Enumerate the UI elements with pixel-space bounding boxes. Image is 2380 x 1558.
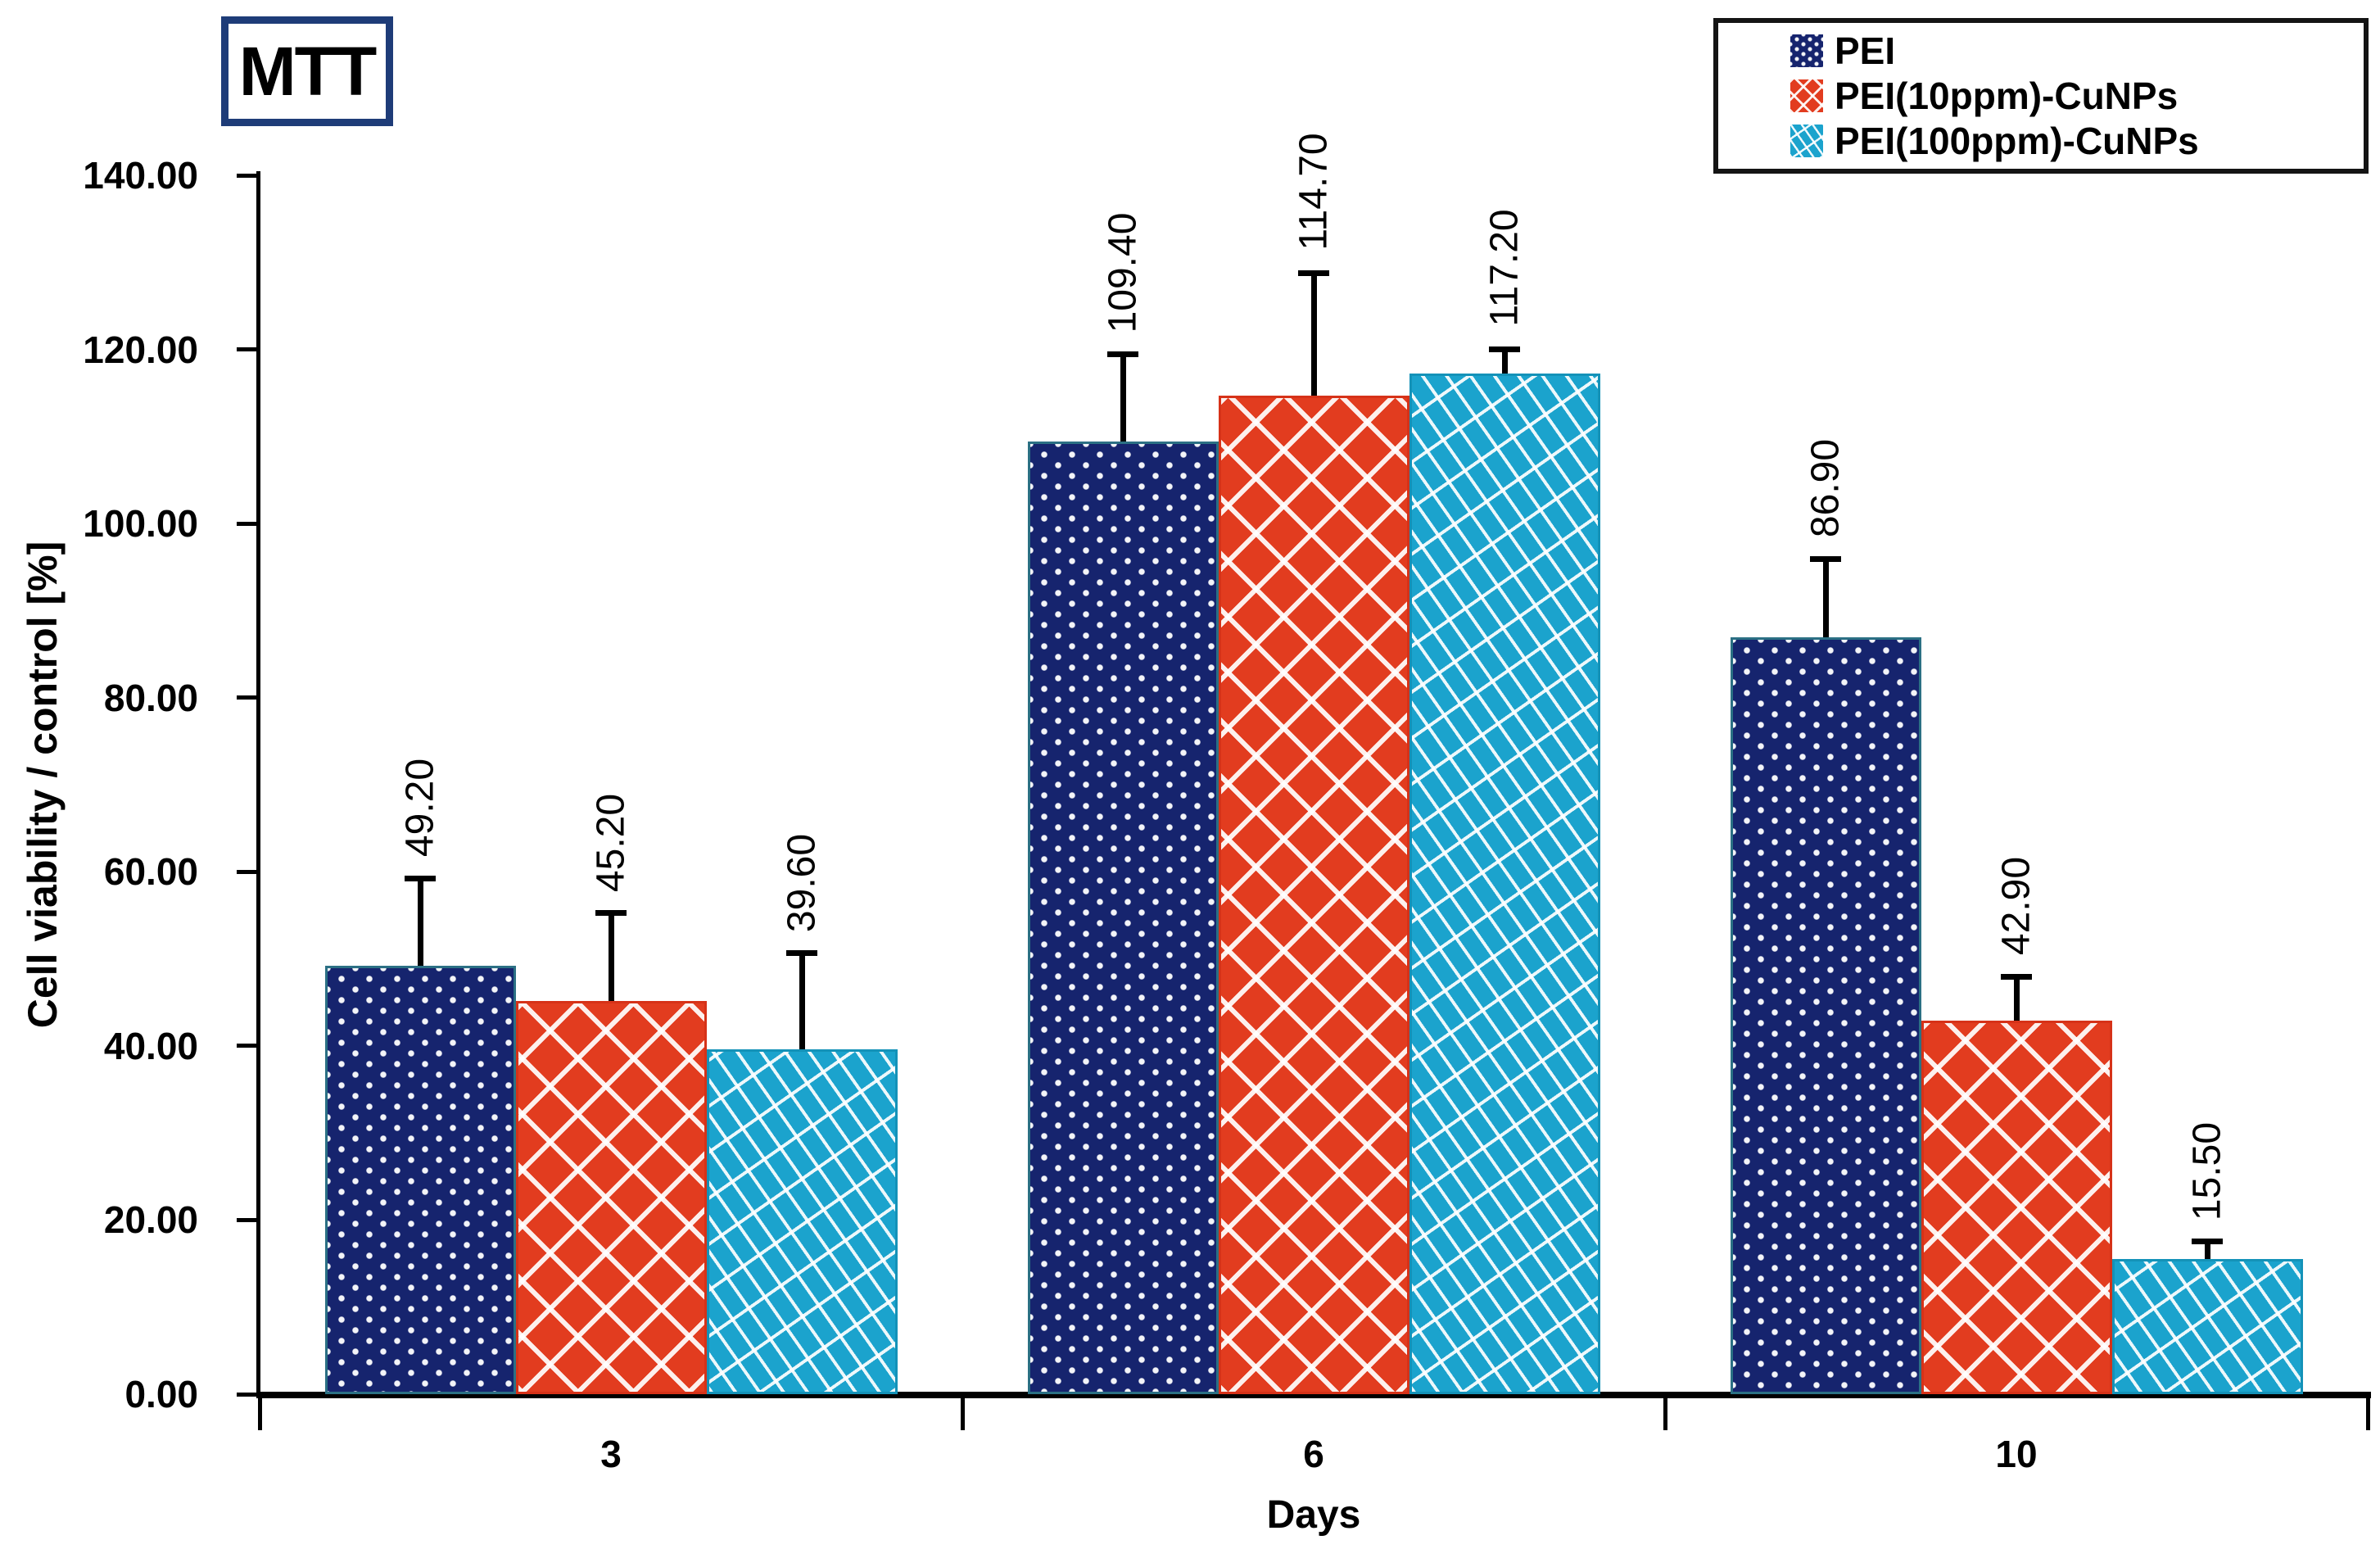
chart-title: MTT bbox=[238, 32, 378, 110]
bar-value-label: 45.20 bbox=[589, 793, 633, 892]
legend-label: PEI(100ppm)-CuNPs bbox=[1835, 120, 2199, 163]
error-bar-line bbox=[417, 878, 423, 967]
x-tick-mark bbox=[257, 1394, 262, 1430]
bar bbox=[706, 1049, 898, 1394]
y-tick-label: 140.00 bbox=[83, 154, 198, 197]
x-category-label: 6 bbox=[1303, 1433, 1324, 1475]
error-bar-line bbox=[2204, 1242, 2210, 1260]
legend-item-pei: PEI bbox=[1790, 29, 2364, 72]
y-tick-label: 40.00 bbox=[103, 1024, 198, 1067]
bar bbox=[1027, 442, 1219, 1394]
y-tick-label: 120.00 bbox=[83, 328, 198, 371]
y-tick-mark bbox=[237, 521, 260, 526]
bar bbox=[324, 966, 516, 1394]
error-bar-line bbox=[2013, 976, 2020, 1021]
error-bar-cap bbox=[405, 875, 436, 881]
y-tick-label: 0.00 bbox=[124, 1373, 198, 1415]
bar-value-label: 39.60 bbox=[780, 833, 824, 932]
error-bar-line bbox=[1120, 354, 1126, 442]
error-bar-line bbox=[608, 913, 614, 1001]
y-tick-mark bbox=[237, 869, 260, 874]
error-bar-line bbox=[1501, 349, 1508, 374]
x-tick-mark bbox=[960, 1394, 965, 1430]
y-axis-line bbox=[256, 171, 260, 1397]
bar-value-label: 15.50 bbox=[2185, 1121, 2229, 1221]
bar bbox=[1730, 637, 1921, 1394]
legend: PEI PEI(10ppm)-CuNPs PEI(100ppm)-CuNPs bbox=[1713, 18, 2369, 174]
bar-value-label: 42.90 bbox=[1994, 857, 2038, 956]
error-bar-cap bbox=[1810, 555, 1841, 562]
legend-item-pei-10ppm: PEI(10ppm)-CuNPs bbox=[1790, 75, 2364, 117]
bar-value-label: 117.20 bbox=[1482, 209, 1527, 327]
legend-label: PEI(10ppm)-CuNPs bbox=[1835, 74, 2179, 117]
bar-value-label: 114.70 bbox=[1292, 133, 1336, 251]
y-tick-label: 80.00 bbox=[103, 676, 198, 719]
legend-swatch-pei-10ppm bbox=[1790, 79, 1823, 112]
y-tick-mark bbox=[237, 347, 260, 352]
chart-title-box: MTT bbox=[221, 16, 393, 126]
bar bbox=[1921, 1021, 2112, 1394]
y-tick-mark bbox=[237, 173, 260, 178]
legend-label: PEI bbox=[1835, 29, 1896, 72]
error-bar-cap bbox=[595, 910, 627, 917]
x-axis-title: Days bbox=[1266, 1493, 1361, 1537]
y-tick-mark bbox=[237, 1044, 260, 1048]
y-tick-mark bbox=[237, 1392, 260, 1397]
error-bar-line bbox=[799, 953, 805, 1050]
error-bar-cap bbox=[2001, 973, 2032, 980]
x-tick-mark bbox=[1663, 1394, 1667, 1430]
legend-swatch-pei-100ppm bbox=[1790, 125, 1823, 158]
x-tick-mark bbox=[2365, 1394, 2370, 1430]
bar bbox=[1409, 374, 1600, 1394]
error-bar-line bbox=[1822, 559, 1829, 638]
bar-value-label: 109.40 bbox=[1101, 212, 1145, 333]
bar bbox=[1218, 395, 1409, 1394]
y-tick-label: 60.00 bbox=[103, 850, 198, 894]
legend-swatch-pei bbox=[1790, 34, 1823, 67]
error-bar-cap bbox=[2192, 1239, 2223, 1244]
x-category-label: 10 bbox=[1995, 1433, 2038, 1475]
bar-value-label: 86.90 bbox=[1803, 439, 1848, 538]
error-bar-cap bbox=[1107, 351, 1138, 357]
x-category-label: 3 bbox=[600, 1433, 622, 1475]
y-tick-label: 100.00 bbox=[83, 502, 198, 546]
bar-value-label: 49.20 bbox=[398, 759, 442, 858]
legend-item-pei-100ppm: PEI(100ppm)-CuNPs bbox=[1790, 120, 2364, 162]
bar bbox=[2111, 1259, 2303, 1394]
y-axis-title: Cell viability / control [%] bbox=[20, 541, 66, 1029]
x-axis-line bbox=[256, 1392, 2371, 1398]
error-bar-cap bbox=[1298, 270, 1329, 277]
y-tick-label: 20.00 bbox=[103, 1198, 198, 1242]
y-tick-mark bbox=[237, 1217, 260, 1222]
bar bbox=[515, 1000, 707, 1394]
error-bar-cap bbox=[786, 950, 817, 957]
y-tick-mark bbox=[237, 695, 260, 700]
error-bar-cap bbox=[1489, 346, 1520, 352]
error-bar-line bbox=[1310, 274, 1317, 396]
